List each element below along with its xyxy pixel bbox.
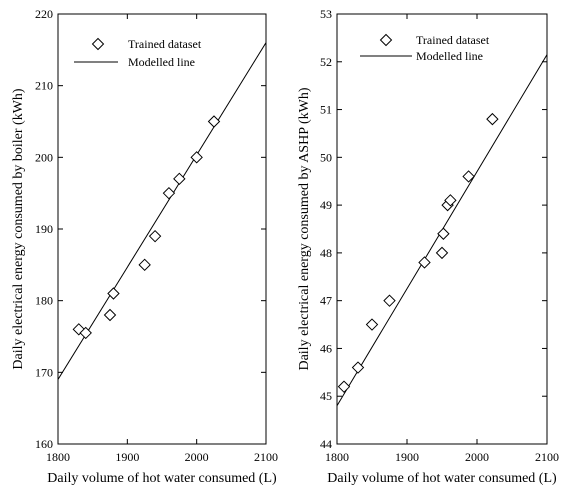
legend-label: Trained dataset <box>128 37 202 51</box>
legend-label: Trained dataset <box>416 33 490 47</box>
data-point <box>190 151 203 164</box>
y-tick-label: 53 <box>320 7 332 21</box>
x-tick-label: 2100 <box>254 450 278 464</box>
x-tick-label: 1800 <box>325 450 349 464</box>
legend: Trained dataset Modelled line <box>360 33 490 63</box>
x-axis-label: Daily volume of hot water consumed (L) <box>327 471 557 486</box>
data-point <box>162 186 176 200</box>
data-point <box>437 227 450 240</box>
y-tick-label: 46 <box>320 341 332 355</box>
y-tick-label: 44 <box>320 437 332 451</box>
y-tick-label: 170 <box>35 365 53 379</box>
data-point <box>365 318 379 331</box>
data-point <box>148 229 162 243</box>
x-tick-label: 2000 <box>465 450 489 464</box>
data-point <box>207 115 221 128</box>
data-point <box>462 170 475 183</box>
y-axis-label: Daily electrical energy consumed by boil… <box>11 88 26 370</box>
legend-label: Modelled line <box>128 55 195 69</box>
y-tick-label: 160 <box>35 437 53 451</box>
y-tick-label: 48 <box>320 246 332 260</box>
legend-diamond-icon <box>379 33 393 47</box>
y-tick-label: 49 <box>320 198 332 212</box>
y-tick-label: 190 <box>35 222 53 236</box>
data-point <box>435 246 449 260</box>
plot-frame <box>336 13 548 445</box>
ashp-energy-chart: 1800 1900 2000 2100 44 45 46 47 48 49 50 51 52 53 Dail… <box>297 7 559 486</box>
data-point <box>173 172 186 186</box>
y-tick-label: 210 <box>35 79 53 93</box>
y-tick-label: 47 <box>320 294 332 308</box>
x-tick-label: 2000 <box>185 450 209 464</box>
modelled-line <box>58 42 266 380</box>
data-point <box>444 194 457 207</box>
data-point <box>337 380 351 393</box>
x-tick-label: 2100 <box>535 450 559 464</box>
legend-label: Modelled line <box>416 49 483 63</box>
y-axis-label: Daily electrical energy consumed by ASHP… <box>297 87 312 370</box>
boiler-energy-chart: 1800 1900 2000 2100 160 170 180 190 200 210 220 Dai… <box>11 7 278 486</box>
y-tick-label: 52 <box>320 55 332 69</box>
data-point <box>383 294 396 307</box>
data-point <box>138 258 151 272</box>
y-tick-label: 50 <box>320 150 332 164</box>
data-point <box>486 112 499 126</box>
x-tick-label: 1900 <box>395 450 419 464</box>
data-point <box>107 287 120 300</box>
data-point <box>418 256 431 269</box>
y-tick-label: 45 <box>320 389 332 403</box>
y-tick-label: 220 <box>35 7 53 21</box>
plot-frame <box>57 13 267 445</box>
x-tick-label: 1900 <box>115 450 139 464</box>
x-tick-label: 1800 <box>46 450 70 464</box>
y-tick-label: 180 <box>35 294 53 308</box>
x-axis-label: Daily volume of hot water consumed (L) <box>47 471 277 486</box>
data-point <box>79 326 92 340</box>
y-tick-label: 51 <box>320 103 332 117</box>
legend: Trained dataset Modelled line <box>74 37 202 69</box>
data-point <box>103 308 117 322</box>
legend-diamond-icon <box>91 37 105 51</box>
data-point <box>351 361 365 374</box>
y-tick-label: 200 <box>35 150 53 164</box>
